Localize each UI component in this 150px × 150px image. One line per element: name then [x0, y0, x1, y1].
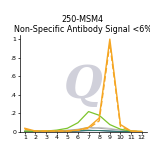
Text: 250-MSM4: 250-MSM4: [61, 15, 103, 24]
Text: Q: Q: [64, 64, 103, 107]
Text: Non-Specific Antibody Signal <6%: Non-Specific Antibody Signal <6%: [14, 26, 150, 34]
